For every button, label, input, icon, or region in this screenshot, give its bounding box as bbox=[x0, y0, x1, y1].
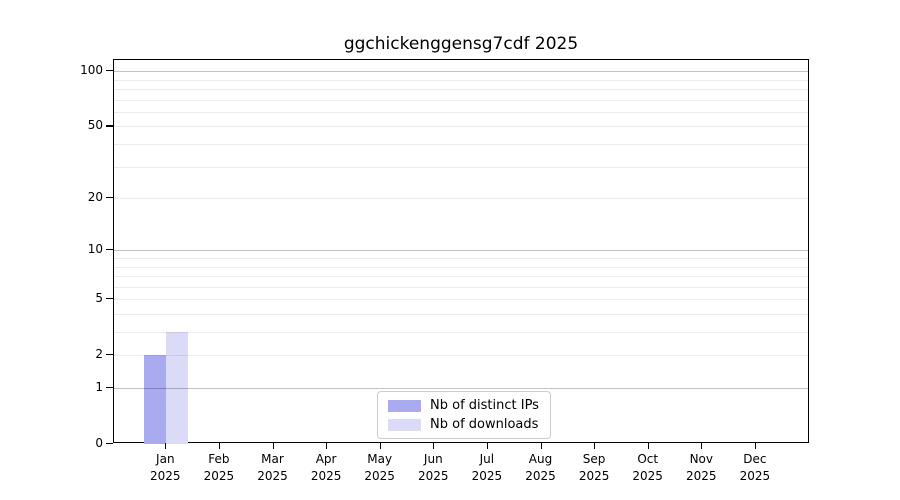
gridline-minor bbox=[114, 257, 808, 259]
gridline-minor bbox=[114, 198, 808, 200]
legend: Nb of distinct IPs Nb of downloads bbox=[377, 391, 551, 439]
y-tick-label: 5 bbox=[95, 291, 103, 306]
x-tick-label: Jun 2025 bbox=[418, 452, 449, 483]
legend-item-downloads: Nb of downloads bbox=[388, 417, 541, 432]
x-tick-label: Mar 2025 bbox=[257, 452, 288, 483]
gridline-minor bbox=[114, 355, 808, 357]
y-tick-label: 20 bbox=[87, 190, 103, 205]
y-tick-mark bbox=[106, 249, 113, 251]
gridline-minor bbox=[114, 89, 808, 90]
gridline-minor bbox=[114, 276, 808, 278]
bar-nb-of-downloads-jan-2025 bbox=[166, 332, 189, 444]
x-tick-label: Nov 2025 bbox=[686, 452, 717, 483]
gridline-minor bbox=[114, 79, 808, 81]
legend-item-distinct-ips: Nb of distinct IPs bbox=[388, 398, 541, 413]
y-tick-label: 100 bbox=[80, 63, 103, 78]
plot-area bbox=[113, 59, 809, 444]
x-tick-mark bbox=[218, 443, 221, 449]
y-tick-mark bbox=[106, 125, 113, 127]
x-tick-label: Apr 2025 bbox=[310, 452, 342, 483]
x-tick-mark bbox=[647, 443, 649, 449]
x-tick-label: Sep 2025 bbox=[578, 452, 610, 483]
y-tick-mark bbox=[106, 197, 113, 199]
x-tick-label: Aug 2025 bbox=[525, 452, 556, 483]
gridline-minor bbox=[114, 286, 808, 288]
y-tick-label: 2 bbox=[95, 347, 103, 362]
gridline-minor bbox=[114, 166, 808, 168]
x-tick-label: Oct 2025 bbox=[632, 452, 663, 483]
gridline-minor bbox=[114, 266, 808, 268]
x-tick-mark bbox=[594, 443, 596, 449]
x-tick-mark bbox=[272, 443, 274, 449]
legend-label-downloads: Nb of downloads bbox=[430, 417, 539, 432]
legend-label-distinct-ips: Nb of distinct IPs bbox=[430, 398, 539, 413]
y-tick-mark bbox=[106, 354, 113, 356]
x-tick-mark bbox=[379, 443, 381, 449]
y-tick-mark bbox=[106, 298, 113, 300]
y-tick-mark bbox=[106, 387, 113, 389]
x-tick-mark bbox=[165, 443, 167, 449]
gridline-minor bbox=[114, 332, 808, 333]
y-tick-label: 10 bbox=[87, 242, 103, 257]
gridline-major bbox=[114, 71, 808, 73]
y-tick-label: 50 bbox=[87, 118, 103, 133]
y-tick-label: 0 bbox=[95, 436, 103, 450]
x-tick-mark bbox=[754, 443, 757, 449]
gridlines-layer bbox=[114, 60, 808, 442]
gridline-minor bbox=[114, 144, 808, 145]
x-tick-mark bbox=[540, 443, 542, 449]
x-tick-mark bbox=[433, 443, 435, 449]
gridline-minor bbox=[114, 313, 808, 315]
y-tick-mark bbox=[106, 70, 113, 72]
gridline-minor bbox=[114, 126, 808, 128]
legend-swatch-downloads bbox=[388, 418, 421, 431]
gridline-minor bbox=[114, 99, 808, 101]
gridline-major bbox=[114, 250, 808, 252]
x-tick-mark bbox=[701, 443, 703, 449]
gridline-minor bbox=[114, 299, 808, 301]
x-tick-mark bbox=[486, 443, 489, 449]
y-tick-mark bbox=[106, 443, 113, 445]
y-tick-label: 1 bbox=[95, 380, 103, 394]
bars-layer bbox=[114, 60, 808, 444]
bar-nb-of-distinct-ips-jan-2025 bbox=[144, 355, 167, 444]
x-tick-label: Jul 2025 bbox=[471, 452, 503, 483]
chart-title: ggchickenggensg7cdf 2025 bbox=[343, 34, 579, 54]
x-tick-label: Jan 2025 bbox=[150, 452, 181, 483]
x-tick-label: Dec 2025 bbox=[739, 452, 771, 483]
gridline-minor bbox=[114, 111, 808, 113]
legend-swatch-distinct-ips bbox=[388, 399, 421, 412]
x-tick-label: May 2025 bbox=[364, 452, 395, 483]
x-tick-label: Feb 2025 bbox=[203, 452, 235, 483]
x-tick-mark bbox=[326, 443, 328, 449]
gridline-major bbox=[114, 388, 808, 389]
